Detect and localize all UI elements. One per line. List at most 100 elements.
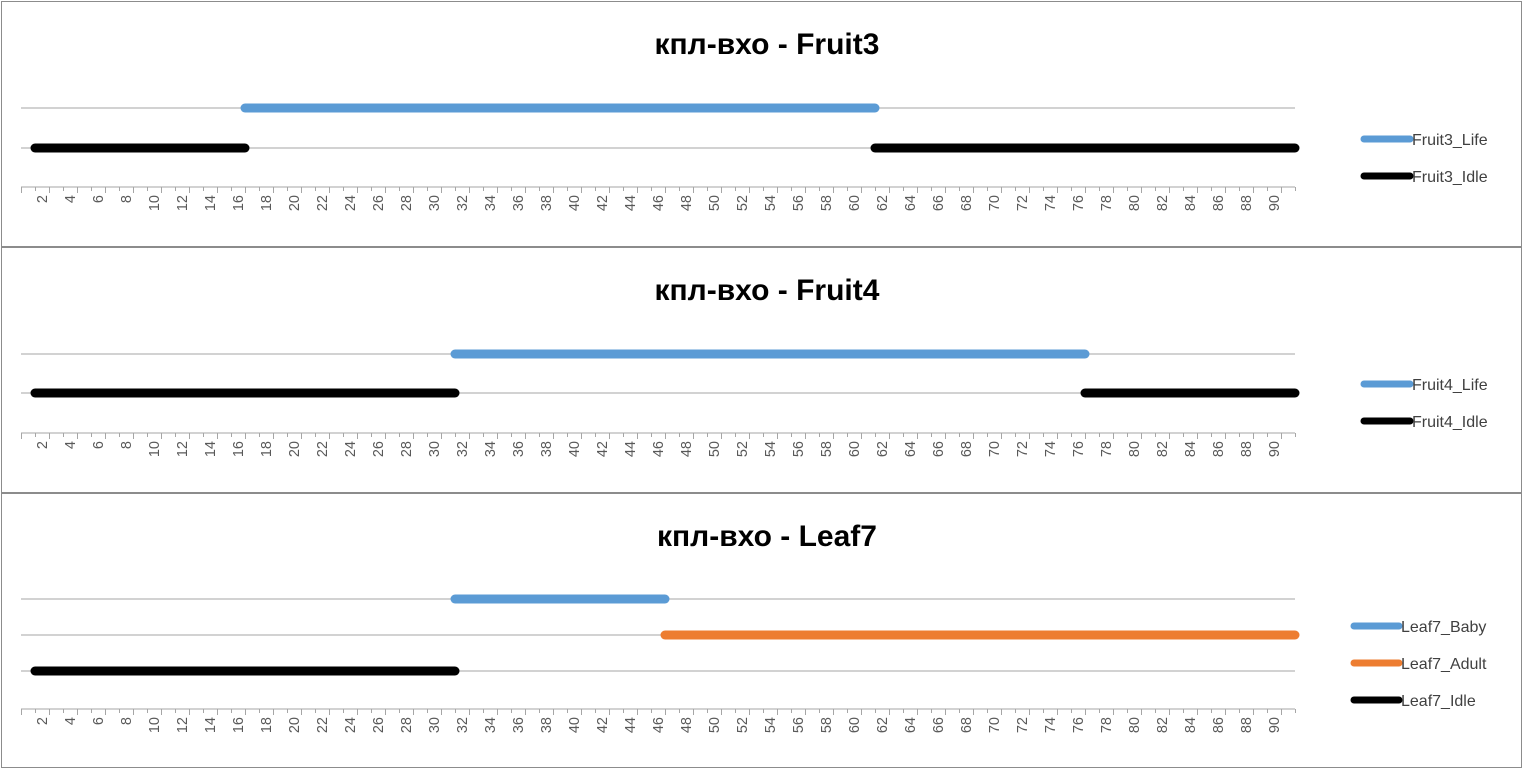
x-tick-label: 16 <box>231 441 247 457</box>
x-tick-label: 28 <box>399 717 415 733</box>
x-tick-label: 54 <box>763 441 779 457</box>
x-tick-label: 36 <box>511 195 527 211</box>
x-tick-label: 82 <box>1155 441 1171 457</box>
x-tick-label: 42 <box>595 441 611 457</box>
x-tick-label: 62 <box>875 717 891 733</box>
x-tick-label: 44 <box>623 717 639 733</box>
x-tick-label: 60 <box>847 195 863 211</box>
x-tick-label: 24 <box>343 717 359 733</box>
x-tick-label: 54 <box>763 717 779 733</box>
x-tick-label: 48 <box>679 717 695 733</box>
x-tick-label: 68 <box>959 717 975 733</box>
chart-panel-2: кпл-вхо - Fruit4 2 4 6 8 10 12 14 16 18 20 22 24 26 28… <box>1 247 1522 493</box>
x-tick-label: 86 <box>1211 441 1227 457</box>
x-tick-label: 78 <box>1099 441 1115 457</box>
x-tick-label: 52 <box>735 717 751 733</box>
x-tick-label: 2 <box>35 441 51 449</box>
x-tick-label: 6 <box>91 441 107 449</box>
x-tick-label: 4 <box>63 195 79 203</box>
x-tick-label: 52 <box>735 195 751 211</box>
x-tick-label: 16 <box>231 195 247 211</box>
x-tick-label: 32 <box>455 195 471 211</box>
x-tick-label: 34 <box>483 195 499 211</box>
x-tick-label: 64 <box>903 441 919 457</box>
x-tick-label: 20 <box>287 717 303 733</box>
x-tick-label: 40 <box>567 195 583 211</box>
x-tick-label: 26 <box>371 717 387 733</box>
x-tick-label: 10 <box>147 717 163 733</box>
x-tick-label: 72 <box>1015 717 1031 733</box>
x-tick-label: 76 <box>1071 195 1087 211</box>
chart-title: кпл-вхо - Fruit3 <box>655 28 880 61</box>
x-tick-label: 4 <box>63 441 79 449</box>
x-tick-label: 72 <box>1015 195 1031 211</box>
x-tick-label: 26 <box>371 195 387 211</box>
x-tick-label: 22 <box>315 441 331 457</box>
x-tick-label: 34 <box>483 717 499 733</box>
legend-label: Fruit3_Life <box>1412 132 1488 149</box>
x-tick-label: 2 <box>35 195 51 203</box>
x-tick-label: 76 <box>1071 441 1087 457</box>
x-tick-label: 80 <box>1127 717 1143 733</box>
x-tick-label: 24 <box>343 441 359 457</box>
x-tick-label: 22 <box>315 717 331 733</box>
x-tick-label: 88 <box>1239 441 1255 457</box>
x-tick-label: 74 <box>1043 717 1059 733</box>
x-tick-label: 82 <box>1155 717 1171 733</box>
x-tick-label: 58 <box>819 195 835 211</box>
x-tick-label: 14 <box>203 717 219 733</box>
x-tick-label: 28 <box>399 441 415 457</box>
x-tick-label: 74 <box>1043 195 1059 211</box>
x-tick-label: 44 <box>623 195 639 211</box>
x-tick-label: 74 <box>1043 441 1059 457</box>
x-tick-label: 60 <box>847 441 863 457</box>
chart-title: кпл-вхо - Fruit4 <box>655 274 880 307</box>
x-tick-label: 76 <box>1071 717 1087 733</box>
x-tick-label: 82 <box>1155 195 1171 211</box>
x-tick-label: 26 <box>371 441 387 457</box>
x-tick-label: 20 <box>287 441 303 457</box>
x-tick-label: 42 <box>595 717 611 733</box>
x-tick-label: 8 <box>119 195 135 203</box>
x-tick-label: 52 <box>735 441 751 457</box>
x-tick-label: 72 <box>1015 441 1031 457</box>
x-tick-label: 12 <box>175 195 191 211</box>
legend-label: Fruit3_Idle <box>1412 169 1488 186</box>
x-tick-label: 6 <box>91 195 107 203</box>
chart-panel-3: кпл-вхо - Leaf7 2 4 6 8 10 12 14 16 18 20 22 24 26 28 3… <box>1 493 1522 768</box>
x-tick-label: 46 <box>651 717 667 733</box>
x-tick-label: 8 <box>119 717 135 725</box>
x-tick-label: 78 <box>1099 717 1115 733</box>
x-tick-label: 10 <box>147 195 163 211</box>
x-tick-label: 46 <box>651 195 667 211</box>
x-tick-label: 80 <box>1127 441 1143 457</box>
x-tick-label: 58 <box>819 717 835 733</box>
x-tick-label: 48 <box>679 441 695 457</box>
x-tick-label: 18 <box>259 195 275 211</box>
x-tick-label: 4 <box>63 717 79 725</box>
x-tick-label: 68 <box>959 195 975 211</box>
x-tick-label: 38 <box>539 441 555 457</box>
legend-label: Fruit4_Idle <box>1412 414 1488 431</box>
x-tick-label: 36 <box>511 441 527 457</box>
x-tick-label: 40 <box>567 441 583 457</box>
x-tick-label: 90 <box>1267 717 1283 733</box>
x-tick-label: 50 <box>707 717 723 733</box>
x-tick-label: 38 <box>539 717 555 733</box>
x-tick-label: 14 <box>203 195 219 211</box>
x-tick-label: 42 <box>595 195 611 211</box>
x-tick-label: 10 <box>147 441 163 457</box>
x-tick-label: 66 <box>931 717 947 733</box>
x-tick-label: 34 <box>483 441 499 457</box>
x-tick-label: 60 <box>847 717 863 733</box>
legend-label: Leaf7_Idle <box>1401 693 1476 710</box>
x-tick-label: 46 <box>651 441 667 457</box>
x-tick-label: 64 <box>903 717 919 733</box>
x-tick-label: 84 <box>1183 195 1199 211</box>
x-tick-label: 20 <box>287 195 303 211</box>
x-tick-label: 28 <box>399 195 415 211</box>
x-tick-label: 2 <box>35 717 51 725</box>
x-tick-label: 88 <box>1239 717 1255 733</box>
